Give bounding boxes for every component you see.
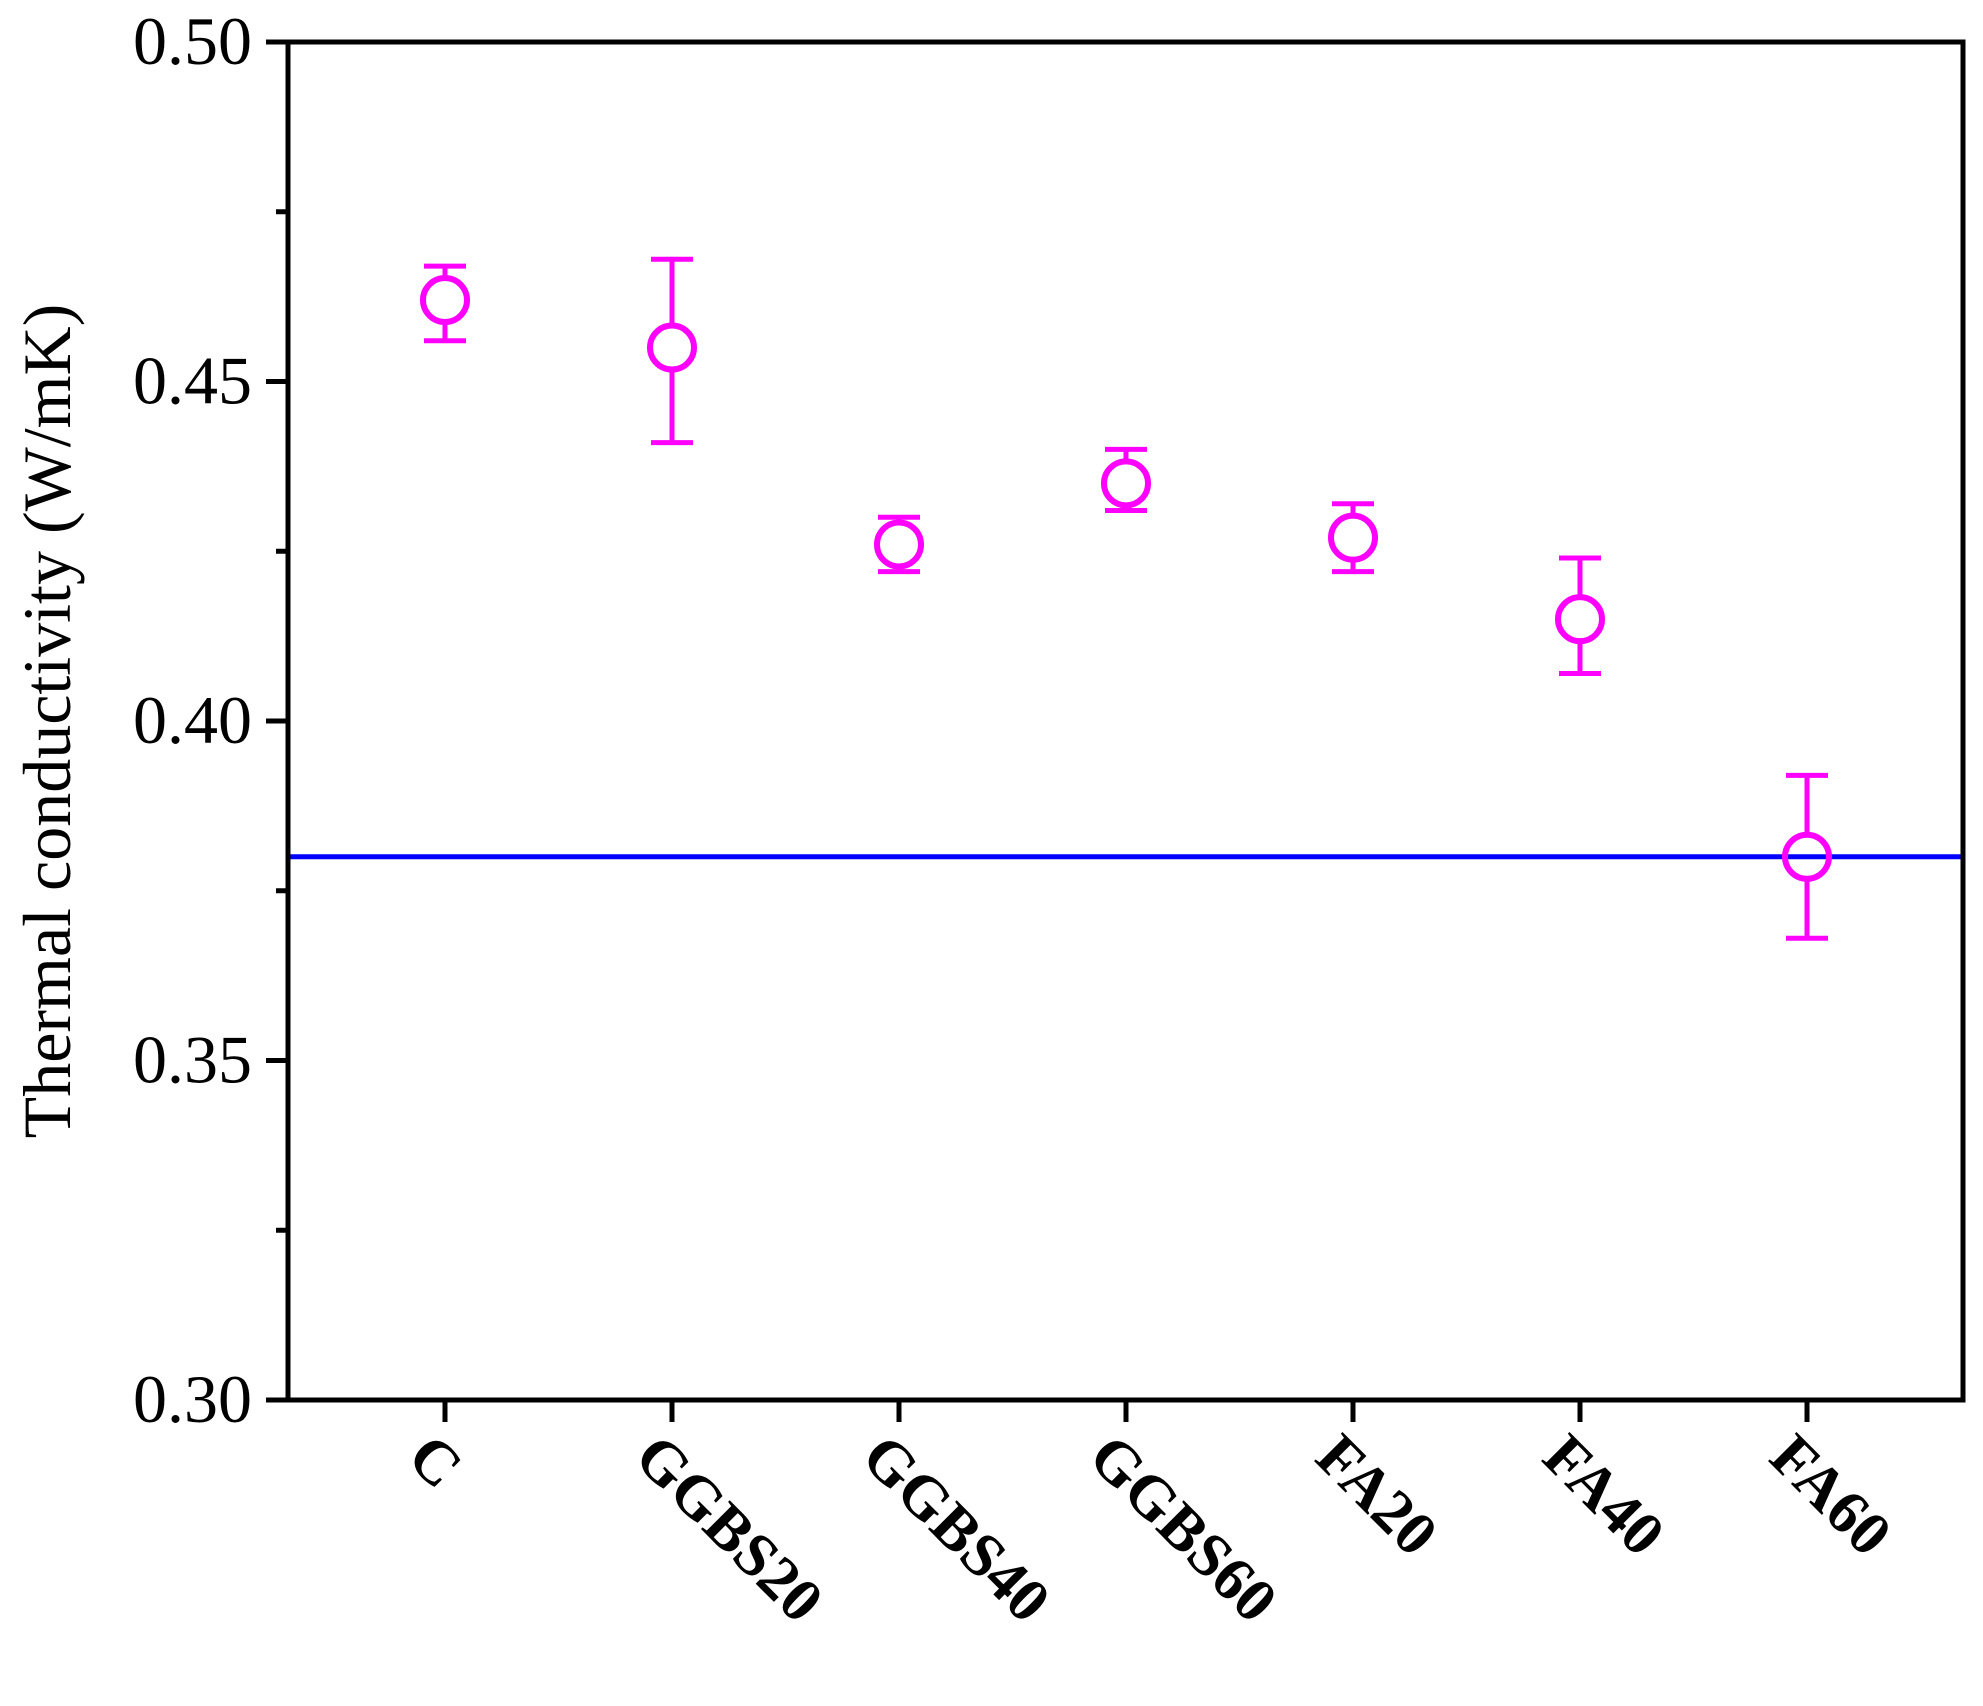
x-category-label: FA60 (1757, 1422, 1904, 1569)
y-axis-title: Thermal conductivity (W/mK) (9, 304, 85, 1139)
x-category-label: GGBS20 (622, 1422, 836, 1636)
y-tick-label: 0.45 (133, 343, 252, 419)
data-point (1555, 594, 1605, 645)
y-tick-label: 0.40 (133, 682, 252, 758)
y-tick-label: 0.30 (133, 1361, 252, 1437)
x-category-label: FA40 (1530, 1422, 1677, 1569)
x-category-label: GGBS40 (849, 1422, 1063, 1636)
plot-layer (288, 256, 1963, 941)
plot-frame (285, 39, 1966, 1403)
x-category-label: FA20 (1303, 1422, 1450, 1569)
data-point (1328, 512, 1378, 563)
x-category-label: GGBS60 (1076, 1422, 1290, 1636)
data-point (647, 322, 697, 373)
x-category-label: C (395, 1422, 475, 1502)
data-point (420, 275, 470, 326)
axis-layer: 0.300.350.400.450.50C GGBS20 GGBS40 GGBS60 F… (133, 3, 1904, 1636)
y-tick-label: 0.35 (133, 1022, 252, 1098)
y-tick-label: 0.50 (133, 3, 252, 79)
data-point (1101, 458, 1151, 509)
data-point (1782, 831, 1832, 882)
data-point (874, 519, 924, 570)
